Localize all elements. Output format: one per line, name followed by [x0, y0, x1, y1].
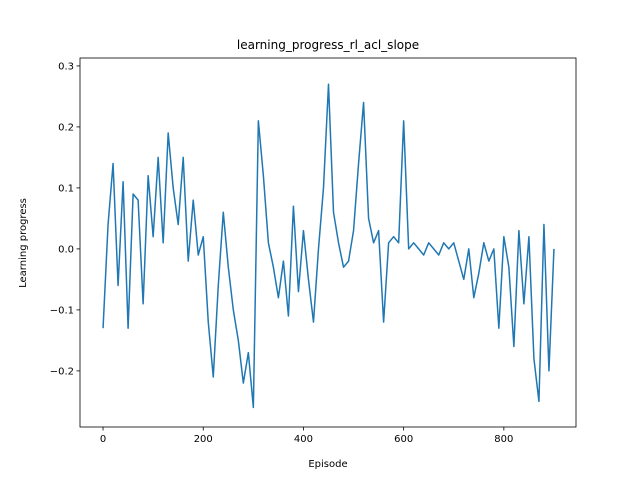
x-tick-label: 800 [494, 434, 513, 445]
y-tick-label: 0.0 [58, 244, 74, 255]
y-tick-label: −0.2 [50, 366, 74, 377]
x-tick-label: 400 [294, 434, 313, 445]
y-tick-label: 0.2 [58, 122, 74, 133]
y-tick-label: 0.1 [58, 183, 74, 194]
x-tick-label: 600 [394, 434, 413, 445]
y-tick-label: −0.1 [50, 305, 74, 316]
y-tick-label: 0.3 [58, 61, 74, 72]
chart-title: learning_progress_rl_acl_slope [237, 38, 419, 52]
x-tick-label: 200 [194, 434, 213, 445]
x-tick-label: 0 [100, 434, 106, 445]
y-axis-label: Learning progress [18, 198, 29, 288]
x-axis-label: Episode [308, 459, 347, 470]
line [102, 83, 555, 409]
plot-frame [79, 57, 577, 428]
